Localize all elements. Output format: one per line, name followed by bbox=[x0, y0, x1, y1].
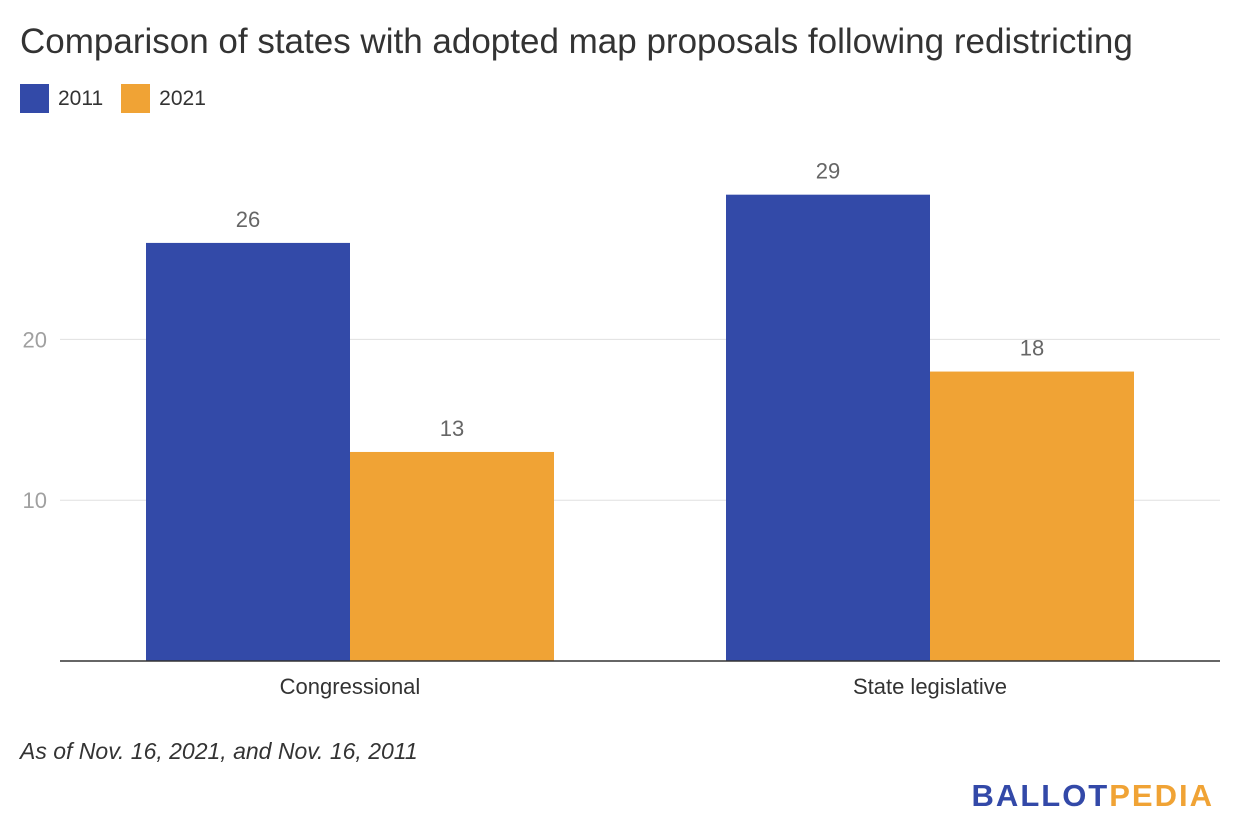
legend-item-2011: 2011 bbox=[20, 84, 103, 113]
x-tick-label-congressional: Congressional bbox=[280, 674, 421, 699]
y-tick-label-10: 10 bbox=[23, 488, 47, 513]
legend-swatch-2011 bbox=[20, 84, 49, 113]
ballotpedia-logo: BALLOTPEDIA bbox=[972, 778, 1214, 814]
logo-part-pedia: PEDIA bbox=[1109, 778, 1214, 813]
data-label-congressional-2021: 13 bbox=[440, 416, 464, 441]
bar-state-legislative-2021 bbox=[930, 371, 1134, 661]
data-label-state-legislative-2021: 18 bbox=[1020, 336, 1044, 361]
bar-state-legislative-2011 bbox=[726, 194, 930, 661]
bar-congressional-2021 bbox=[350, 451, 554, 661]
legend: 2011 2021 bbox=[20, 84, 224, 113]
legend-label-2011: 2011 bbox=[58, 86, 104, 110]
chart-title: Comparison of states with adopted map pr… bbox=[20, 22, 1133, 61]
legend-item-2021: 2021 bbox=[121, 84, 206, 113]
y-tick-label-20: 20 bbox=[23, 327, 47, 352]
date-note: As of Nov. 16, 2021, and Nov. 16, 2011 bbox=[20, 738, 418, 764]
data-label-state-legislative-2011: 29 bbox=[816, 159, 840, 184]
logo-part-ballot: BALLOT bbox=[971, 778, 1110, 813]
bar-congressional-2011 bbox=[146, 242, 350, 662]
x-tick-label-state-legislative: State legislative bbox=[853, 674, 1007, 699]
legend-swatch-2021 bbox=[121, 84, 151, 113]
legend-label-2021: 2021 bbox=[159, 86, 206, 110]
data-label-congressional-2011: 26 bbox=[236, 207, 260, 232]
